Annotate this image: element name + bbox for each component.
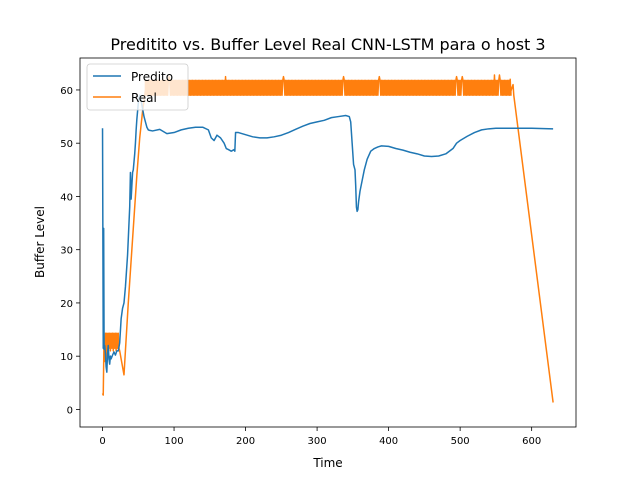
chart-title: Preditito vs. Buffer Level Real CNN-LSTM… bbox=[110, 35, 545, 54]
legend-label-predito: Predito bbox=[131, 70, 173, 84]
x-tick-label: 400 bbox=[379, 436, 398, 447]
legend-label-real: Real bbox=[131, 91, 157, 105]
y-tick-label: 40 bbox=[60, 192, 73, 203]
y-tick-label: 20 bbox=[60, 299, 73, 310]
x-tick-label: 200 bbox=[236, 436, 255, 447]
plot-frame bbox=[79, 57, 577, 428]
x-tick-label: 100 bbox=[165, 436, 184, 447]
legend: Predito Real bbox=[86, 63, 189, 111]
x-axis: 0 100 200 300 400 500 600 bbox=[99, 427, 541, 447]
x-tick-label: 0 bbox=[99, 436, 105, 447]
y-tick-label: 30 bbox=[60, 246, 73, 257]
x-tick-label: 600 bbox=[522, 436, 541, 447]
y-axis-label: Buffer Level bbox=[33, 206, 47, 278]
y-tick-label: 0 bbox=[67, 405, 73, 416]
x-axis-label: Time bbox=[312, 456, 342, 470]
y-tick-label: 10 bbox=[60, 352, 73, 363]
y-tick-label: 60 bbox=[60, 86, 73, 97]
y-tick-label: 50 bbox=[60, 139, 73, 150]
x-tick-label: 500 bbox=[451, 436, 470, 447]
y-axis: 0 10 20 30 40 50 60 bbox=[60, 86, 80, 416]
x-tick-label: 300 bbox=[308, 436, 327, 447]
series-line-predito bbox=[101, 94, 554, 373]
